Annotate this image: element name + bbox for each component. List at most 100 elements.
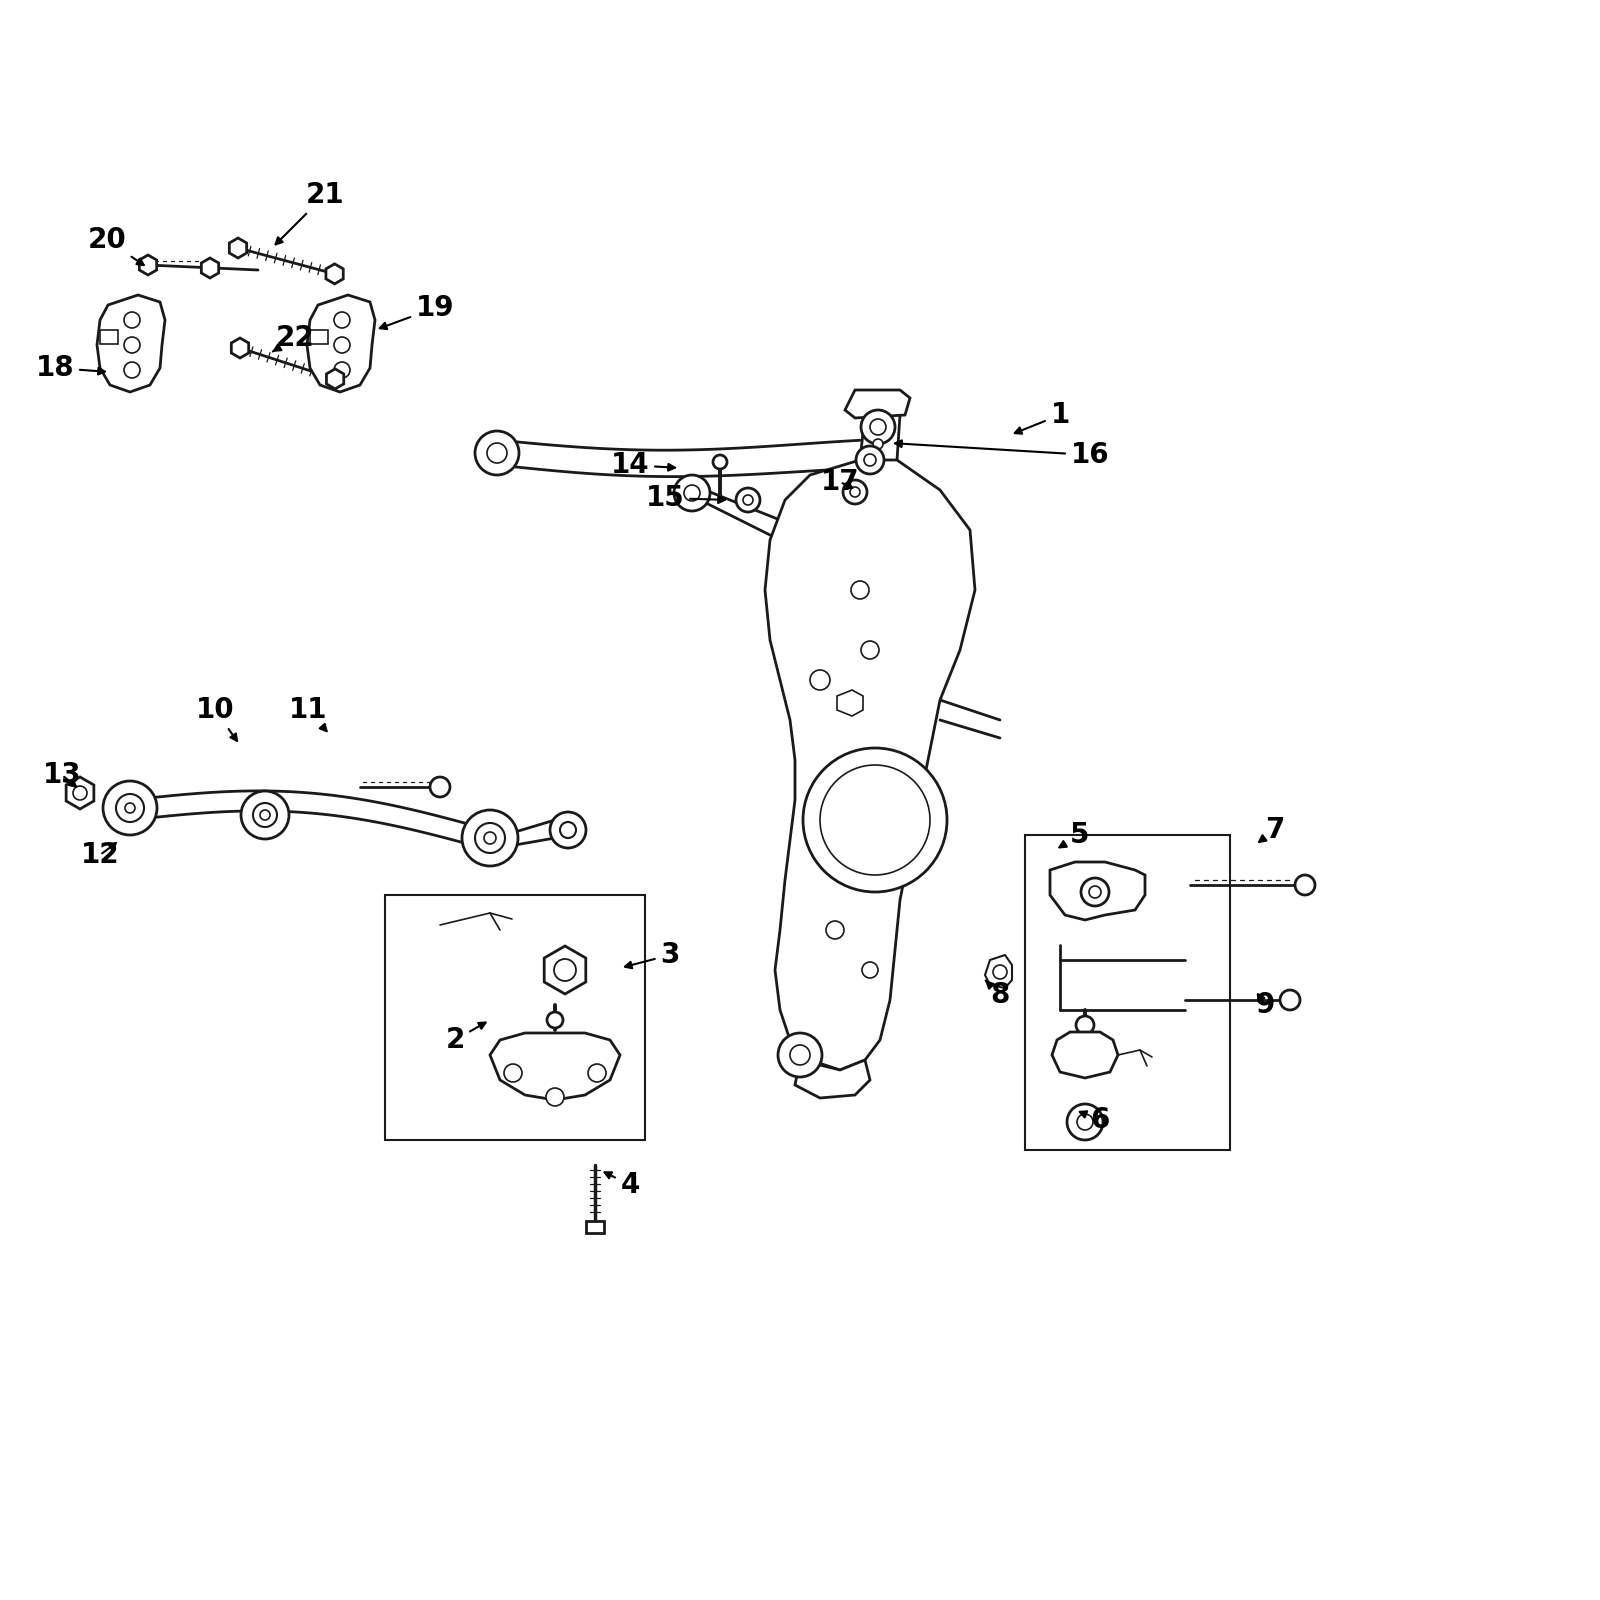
- Polygon shape: [845, 390, 910, 418]
- Circle shape: [790, 1045, 810, 1066]
- Circle shape: [125, 362, 141, 378]
- Circle shape: [462, 810, 518, 866]
- Circle shape: [242, 790, 290, 838]
- Text: 5: 5: [1059, 821, 1090, 850]
- Polygon shape: [1053, 1032, 1118, 1078]
- Bar: [1026, 835, 1230, 1150]
- Text: 19: 19: [379, 294, 454, 330]
- Circle shape: [554, 958, 576, 981]
- Circle shape: [870, 419, 886, 435]
- Circle shape: [778, 1034, 822, 1077]
- Text: 18: 18: [35, 354, 106, 382]
- Circle shape: [125, 312, 141, 328]
- Polygon shape: [307, 294, 374, 392]
- Circle shape: [861, 410, 894, 443]
- Circle shape: [861, 642, 878, 659]
- Polygon shape: [837, 690, 862, 717]
- Circle shape: [115, 794, 144, 822]
- Circle shape: [1075, 1016, 1094, 1034]
- Circle shape: [486, 443, 507, 462]
- Polygon shape: [326, 264, 344, 283]
- Circle shape: [685, 485, 701, 501]
- Circle shape: [259, 810, 270, 819]
- Circle shape: [253, 803, 277, 827]
- Circle shape: [589, 1064, 606, 1082]
- Circle shape: [102, 781, 157, 835]
- Circle shape: [714, 454, 726, 469]
- Polygon shape: [202, 258, 219, 278]
- Circle shape: [125, 338, 141, 354]
- Polygon shape: [98, 294, 165, 392]
- Circle shape: [736, 488, 760, 512]
- Circle shape: [1067, 1104, 1102, 1139]
- Circle shape: [334, 312, 350, 328]
- Circle shape: [546, 1088, 563, 1106]
- Circle shape: [430, 778, 450, 797]
- Circle shape: [674, 475, 710, 510]
- Circle shape: [1082, 878, 1109, 906]
- Bar: [99, 330, 118, 344]
- Polygon shape: [66, 778, 94, 810]
- Circle shape: [1294, 875, 1315, 894]
- Text: 16: 16: [894, 440, 1109, 469]
- Polygon shape: [229, 238, 246, 258]
- Bar: [386, 894, 645, 1139]
- Circle shape: [803, 749, 947, 893]
- Polygon shape: [986, 955, 1013, 987]
- Polygon shape: [490, 1034, 621, 1101]
- Polygon shape: [586, 1221, 605, 1234]
- Circle shape: [475, 430, 518, 475]
- Polygon shape: [544, 946, 586, 994]
- Circle shape: [862, 962, 878, 978]
- Bar: [310, 330, 328, 344]
- Text: 20: 20: [88, 226, 144, 266]
- Text: 6: 6: [1080, 1106, 1110, 1134]
- Text: 14: 14: [611, 451, 675, 478]
- Polygon shape: [1050, 862, 1146, 920]
- Text: 13: 13: [43, 762, 82, 789]
- Text: 2: 2: [445, 1022, 485, 1054]
- Text: 7: 7: [1259, 816, 1285, 845]
- Circle shape: [125, 803, 134, 813]
- Circle shape: [504, 1064, 522, 1082]
- Text: 8: 8: [986, 981, 1010, 1010]
- Text: 21: 21: [275, 181, 344, 245]
- Circle shape: [334, 362, 350, 378]
- Polygon shape: [795, 1059, 870, 1098]
- Circle shape: [547, 1013, 563, 1029]
- Circle shape: [864, 454, 877, 466]
- Text: 1: 1: [1014, 402, 1070, 434]
- Circle shape: [826, 922, 845, 939]
- Text: 12: 12: [80, 842, 120, 869]
- Text: 17: 17: [821, 467, 859, 496]
- Text: 10: 10: [195, 696, 237, 741]
- Text: 4: 4: [605, 1171, 640, 1198]
- Circle shape: [334, 338, 350, 354]
- Circle shape: [483, 832, 496, 845]
- Circle shape: [819, 765, 930, 875]
- Circle shape: [560, 822, 576, 838]
- Circle shape: [850, 486, 861, 498]
- Text: 11: 11: [288, 696, 328, 731]
- Circle shape: [810, 670, 830, 690]
- Polygon shape: [326, 370, 344, 389]
- Circle shape: [994, 965, 1006, 979]
- Circle shape: [475, 822, 506, 853]
- Polygon shape: [139, 254, 157, 275]
- Text: 9: 9: [1256, 990, 1275, 1019]
- Circle shape: [843, 480, 867, 504]
- Polygon shape: [765, 461, 974, 1070]
- Text: 15: 15: [646, 483, 725, 512]
- Circle shape: [1077, 1114, 1093, 1130]
- Circle shape: [851, 581, 869, 598]
- Circle shape: [74, 786, 86, 800]
- Circle shape: [856, 446, 883, 474]
- Circle shape: [550, 813, 586, 848]
- Circle shape: [1090, 886, 1101, 898]
- Circle shape: [1280, 990, 1299, 1010]
- Circle shape: [742, 494, 754, 506]
- Polygon shape: [232, 338, 248, 358]
- Text: 3: 3: [626, 941, 680, 970]
- Circle shape: [874, 438, 883, 450]
- Text: 22: 22: [272, 323, 314, 352]
